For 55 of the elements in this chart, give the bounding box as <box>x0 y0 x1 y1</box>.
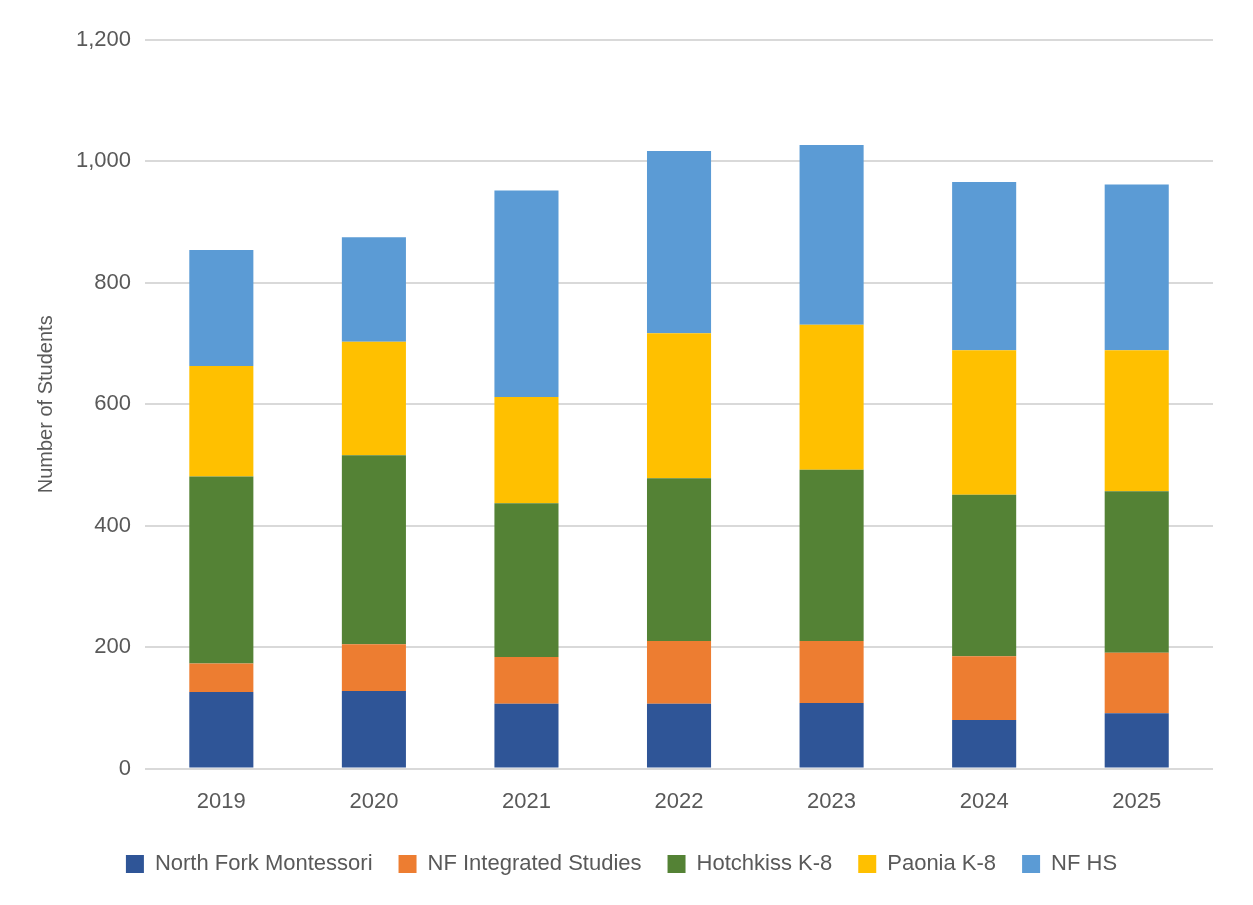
bar <box>1104 350 1169 492</box>
bar <box>646 478 712 642</box>
y-tick-label: 1,000 <box>75 147 132 173</box>
y-tick-label: 400 <box>94 511 132 537</box>
bar <box>189 476 254 664</box>
legend-label: Paonia K-8 <box>887 850 997 876</box>
bar <box>189 692 254 768</box>
bar <box>341 341 406 456</box>
bar <box>952 182 1017 351</box>
x-tick-label: 2025 <box>1112 787 1162 813</box>
bar <box>799 324 864 470</box>
bar <box>646 641 712 704</box>
y-tick-label: 800 <box>94 268 132 294</box>
bar <box>341 237 406 342</box>
bar <box>494 397 559 504</box>
x-tick-label: 2020 <box>349 787 399 813</box>
bar <box>494 190 559 398</box>
bar <box>189 366 254 477</box>
bar <box>1104 652 1169 714</box>
bar <box>189 250 254 367</box>
bar <box>494 703 559 768</box>
bar <box>799 703 864 768</box>
y-tick-label: 1,200 <box>75 26 132 52</box>
bar <box>799 469 864 642</box>
x-tick-label: 2021 <box>501 787 551 813</box>
y-tick-label: 200 <box>94 633 132 659</box>
x-tick-label: 2022 <box>654 787 704 813</box>
bar <box>646 333 712 479</box>
bar <box>952 494 1017 657</box>
legend-label: North Fork Montessori <box>154 850 373 876</box>
bar <box>189 663 254 693</box>
bar <box>1104 184 1169 351</box>
bar <box>952 350 1017 495</box>
x-tick-label: 2023 <box>807 787 857 813</box>
bar <box>341 644 406 691</box>
bar <box>799 145 864 325</box>
bar <box>1104 491 1169 653</box>
y-tick-label: 0 <box>118 754 132 780</box>
y-axis-title: Number of Students <box>33 315 56 494</box>
bar <box>952 656 1017 721</box>
x-tick-label: 2024 <box>959 787 1009 813</box>
y-tick-label: 600 <box>94 390 132 416</box>
bar <box>341 455 406 645</box>
bar <box>494 503 559 657</box>
bar <box>494 656 559 704</box>
bar <box>1104 713 1169 768</box>
bar <box>799 641 864 704</box>
bar <box>341 690 406 768</box>
legend-label: NF Integrated Studies <box>427 850 642 876</box>
bar <box>952 720 1017 768</box>
bar <box>646 703 712 768</box>
bar <box>646 151 712 334</box>
legend-label: NF HS <box>1051 850 1118 876</box>
x-tick-label: 2019 <box>196 787 246 813</box>
legend-label: Hotchkiss K-8 <box>696 850 833 876</box>
